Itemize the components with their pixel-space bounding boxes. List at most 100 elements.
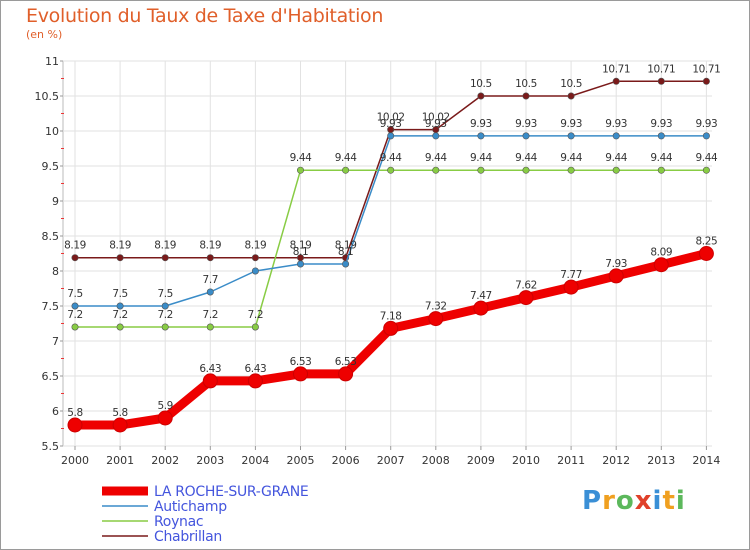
x-tick-label: 2004 [241, 454, 269, 467]
legend-label-la-roche: LA ROCHE-SUR-GRANE [154, 483, 309, 500]
data-point-0 [67, 417, 83, 433]
data-point-0 [653, 257, 669, 273]
data-label-0: 7.32 [425, 301, 447, 313]
logo-letter: i [652, 486, 663, 516]
data-label-0: 7.93 [605, 258, 627, 270]
data-label-1: 7.7 [203, 274, 219, 286]
data-point-0 [428, 311, 444, 327]
legend-label-chabrillan: Chabrillan [154, 528, 222, 545]
x-tick-label: 2007 [377, 454, 405, 467]
data-point-2 [432, 166, 440, 174]
data-label-2: 9.44 [425, 152, 447, 164]
data-label-1: 7.5 [112, 288, 128, 300]
data-label-2: 9.44 [380, 152, 402, 164]
x-tick-label: 2011 [557, 454, 585, 467]
data-label-0: 8.09 [650, 247, 672, 259]
data-point-3 [116, 254, 124, 262]
data-label-1: 9.93 [696, 118, 718, 130]
data-label-3: 10.5 [470, 78, 492, 90]
data-point-0 [698, 246, 714, 261]
y-tick-label: 9 [52, 195, 59, 208]
x-tick-label: 2009 [467, 454, 495, 467]
x-tick-label: 2010 [512, 454, 540, 467]
data-label-2: 7.2 [67, 309, 83, 321]
data-label-3: 10.71 [692, 63, 720, 75]
data-point-0 [247, 373, 263, 389]
data-point-2 [477, 166, 485, 174]
logo-letter: t [662, 486, 676, 516]
data-point-2 [387, 166, 395, 174]
logo-letter: o [615, 486, 635, 516]
legend-item-roynac: Roynac [100, 514, 308, 530]
x-tick-label: 2000 [61, 454, 89, 467]
data-point-2 [702, 166, 710, 174]
chart-title: Evolution du Taux de Taxe d'Habitation [26, 5, 384, 27]
data-label-3: 8.19 [335, 240, 357, 252]
data-point-3 [657, 77, 665, 85]
data-point-0 [563, 279, 579, 295]
data-point-1 [251, 267, 259, 275]
data-point-1 [206, 288, 214, 296]
legend-item-autichamp: Autichamp [100, 498, 308, 515]
data-point-1 [612, 132, 620, 140]
legend-swatch-la-roche [102, 486, 148, 496]
legend-swatch-chabrillan [102, 535, 148, 537]
data-point-1 [342, 260, 350, 268]
data-point-1 [116, 302, 124, 310]
data-point-2 [206, 323, 214, 331]
data-label-0: 6.43 [245, 363, 267, 375]
data-point-1 [702, 132, 710, 140]
x-tick-label: 2013 [647, 454, 675, 467]
data-point-2 [296, 166, 304, 174]
legend-label-autichamp: Autichamp [154, 498, 227, 515]
data-point-1 [71, 302, 79, 310]
y-tick-label: 9.5 [42, 160, 60, 173]
data-point-2 [116, 323, 124, 331]
data-label-3: 8.19 [154, 240, 176, 252]
data-point-1 [432, 132, 440, 140]
y-tick-label: 6 [52, 405, 59, 418]
data-point-2 [251, 323, 259, 331]
y-tick-label: 7 [52, 335, 59, 348]
x-tick-label: 2003 [196, 454, 224, 467]
proxiti-logo: Proxiti [582, 486, 686, 516]
y-tick-label: 7.5 [42, 300, 60, 313]
x-tick-label: 2014 [692, 454, 720, 467]
data-label-3: 8.19 [64, 240, 86, 252]
y-tick-label: 11 [45, 55, 59, 68]
legend-swatch-roynac [102, 520, 148, 522]
data-label-2: 7.2 [157, 309, 173, 321]
data-label-0: 5.9 [157, 400, 173, 412]
x-tick-label: 2012 [602, 454, 630, 467]
data-point-0 [473, 300, 489, 316]
chart-subtitle: (en %) [26, 28, 63, 41]
data-label-0: 5.8 [112, 407, 128, 419]
data-label-1: 8.1 [338, 246, 354, 258]
data-point-2 [612, 166, 620, 174]
data-point-2 [161, 323, 169, 331]
y-tick-label: 10 [45, 125, 59, 138]
chart-legend: LA ROCHE-SUR-GRANE Autichamp Roynac Chab… [100, 483, 309, 545]
y-tick-label: 6.5 [42, 370, 60, 383]
data-point-3 [71, 254, 79, 262]
x-tick-label: 2006 [332, 454, 360, 467]
data-point-0 [518, 290, 534, 306]
data-point-1 [161, 302, 169, 310]
data-point-3 [161, 254, 169, 262]
data-label-1: 9.93 [560, 118, 582, 130]
data-label-0: 6.43 [199, 363, 221, 375]
y-tick-label: 5.5 [42, 440, 60, 453]
data-label-1: 9.93 [470, 118, 492, 130]
data-point-3 [522, 92, 530, 100]
logo-letter: i [675, 486, 686, 516]
data-label-1: 7.5 [157, 288, 173, 300]
data-label-1: 9.93 [515, 118, 537, 130]
data-point-1 [296, 260, 304, 268]
data-point-3 [612, 77, 620, 85]
data-label-1: 9.93 [650, 118, 672, 130]
x-tick-label: 2001 [106, 454, 134, 467]
data-label-3: 10.02 [422, 112, 450, 124]
data-label-2: 7.2 [112, 309, 128, 321]
data-label-2: 9.44 [335, 152, 357, 164]
data-point-1 [657, 132, 665, 140]
